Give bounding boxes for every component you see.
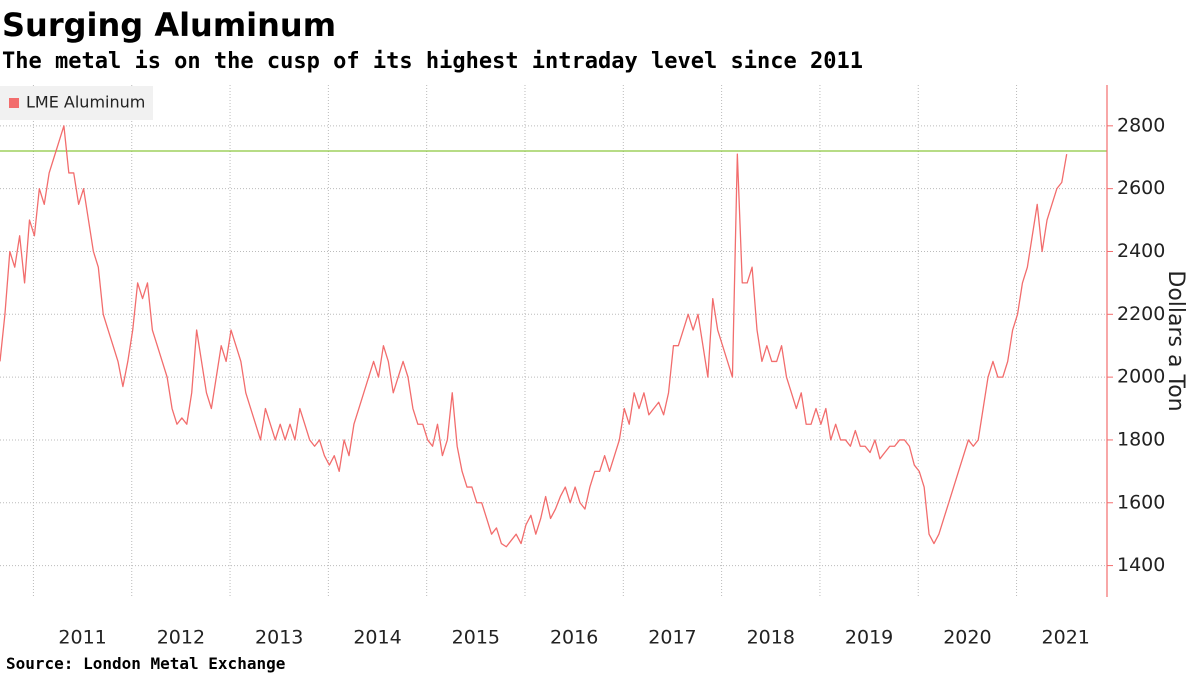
- source-note: Source: London Metal Exchange: [6, 654, 285, 673]
- y-tick-label: 2800: [1117, 114, 1165, 136]
- grid: [0, 85, 1107, 597]
- y-axis-title: Dollars a Ton: [1163, 270, 1188, 411]
- axes: 1400 1600 1800 2000 2200 2400 2600 2800 2011 2012…: [58, 85, 1188, 649]
- plot-area: [0, 125, 1107, 548]
- x-tick-label: 2012: [157, 627, 205, 649]
- y-tick-label: 2400: [1117, 240, 1165, 262]
- x-tick-label: 2015: [452, 627, 500, 649]
- legend-label: LME Aluminum: [26, 93, 145, 112]
- legend-background: [0, 86, 153, 120]
- chart-title: Surging Aluminum: [2, 6, 336, 44]
- x-tick-label: 2020: [943, 627, 991, 649]
- x-tick-label: 2011: [58, 627, 106, 649]
- chart-subtitle: The metal is on the cusp of its highest …: [2, 49, 863, 74]
- y-tick-label: 1600: [1117, 491, 1165, 513]
- x-tick-label: 2017: [648, 627, 696, 649]
- legend: LME Aluminum: [0, 86, 153, 120]
- y-tick-label: 1800: [1117, 428, 1165, 450]
- y-tick-label: 2000: [1117, 366, 1165, 388]
- y-tick-label: 2200: [1117, 303, 1165, 325]
- y-tick-label: 1400: [1117, 554, 1165, 576]
- x-tick-label: 2019: [845, 627, 893, 649]
- x-tick-label: 2018: [747, 627, 795, 649]
- x-tick-label: 2016: [550, 627, 598, 649]
- y-tick-label: 2600: [1117, 177, 1165, 199]
- data-line: [0, 125, 1068, 548]
- x-tick-label: 2021: [1042, 627, 1090, 649]
- x-tick-label: 2014: [353, 627, 401, 649]
- x-tick-label: 2013: [255, 627, 303, 649]
- legend-swatch: [9, 98, 19, 108]
